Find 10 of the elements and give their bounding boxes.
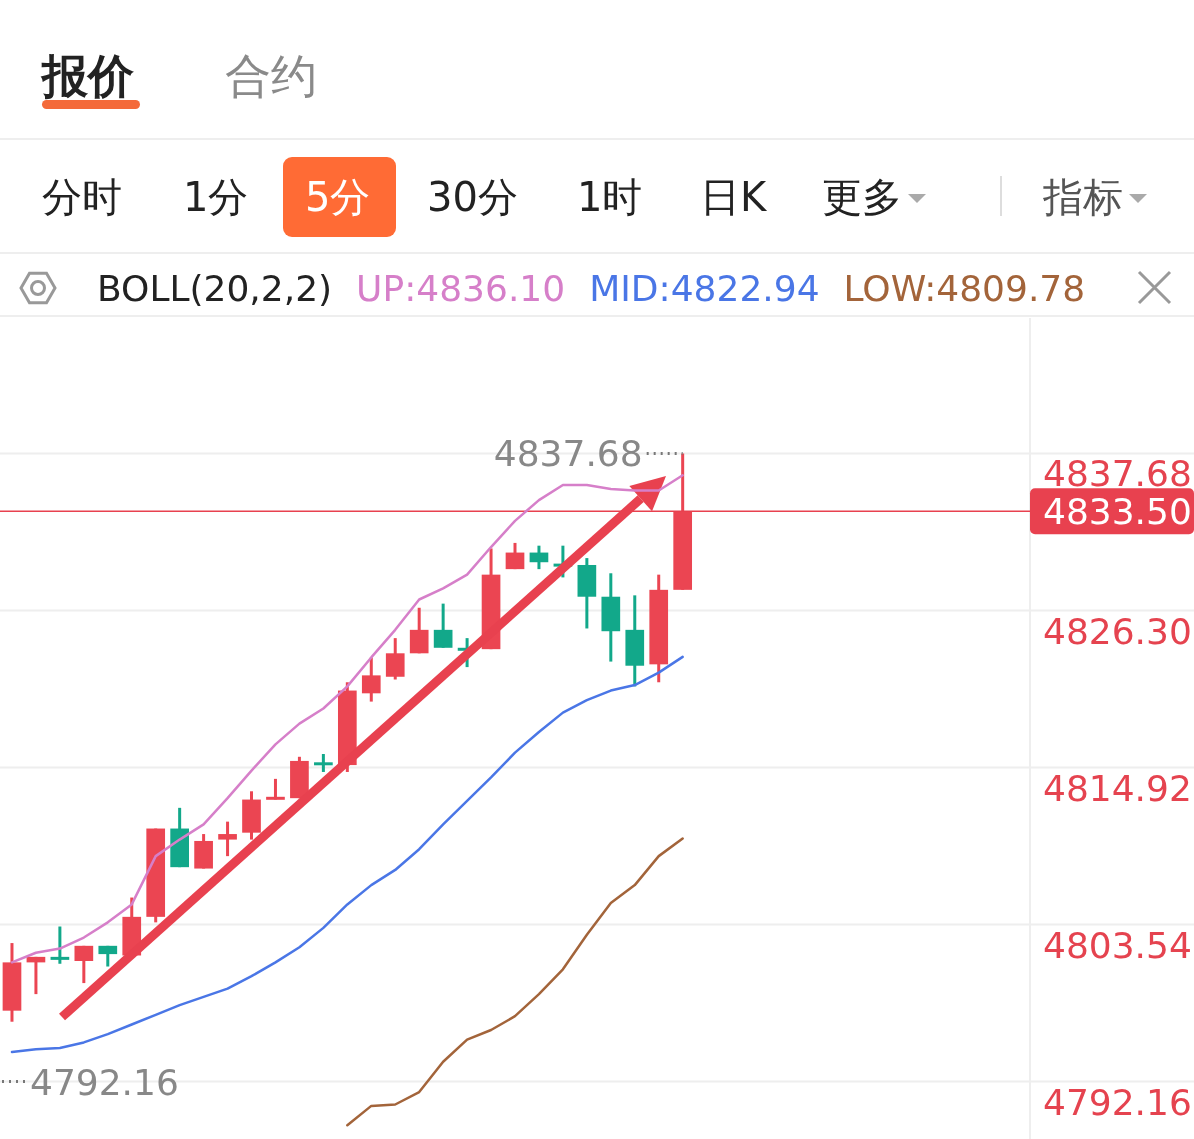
y-tick-label: 4803.54 <box>1043 924 1192 966</box>
annotation: 4837.68 <box>493 433 643 475</box>
legend: BOLL(20,2,2) UP:4836.10 MID:4822.94 LOW:4809.78 <box>19 268 1172 309</box>
y-tick-label: 4792.16 <box>1043 1081 1192 1123</box>
header-tabs: 报价 合约 <box>42 49 317 109</box>
period-toolbar: 分时 1分 5分 30分 1时 日K 更多 指标 <box>42 157 1147 237</box>
y-tick-label: 4826.30 <box>1043 610 1192 652</box>
legend-title: BOLL(20,2,2) <box>97 268 333 309</box>
annotation: 4792.16 <box>30 1061 179 1103</box>
y-tick-label: 4814.92 <box>1043 767 1192 809</box>
